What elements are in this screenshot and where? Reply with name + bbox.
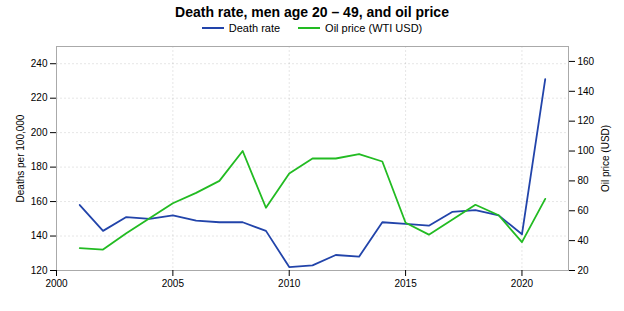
- svg-text:160: 160: [578, 56, 595, 67]
- svg-text:120: 120: [31, 265, 48, 276]
- svg-text:200: 200: [31, 127, 48, 138]
- svg-text:60: 60: [578, 205, 590, 216]
- svg-text:2005: 2005: [162, 278, 185, 289]
- svg-text:140: 140: [31, 230, 48, 241]
- svg-text:2015: 2015: [394, 278, 417, 289]
- svg-text:140: 140: [578, 86, 595, 97]
- svg-text:Oil price (USD): Oil price (USD): [600, 125, 611, 192]
- svg-text:220: 220: [31, 92, 48, 103]
- html-text:Oil price (WTI USD): Oil price (WTI USD): [325, 22, 423, 34]
- svg-text:2010: 2010: [278, 278, 301, 289]
- svg-text:120: 120: [578, 115, 595, 126]
- svg-text:100: 100: [578, 145, 595, 156]
- svg-text:40: 40: [578, 235, 590, 246]
- html-text:Death rate: Death rate: [228, 22, 281, 34]
- svg-text:2000: 2000: [45, 278, 68, 289]
- svg-text:20: 20: [578, 265, 590, 276]
- svg-text:180: 180: [31, 161, 48, 172]
- svg-text:240: 240: [31, 58, 48, 69]
- svg-text:2020: 2020: [511, 278, 534, 289]
- svg-text:Deaths per 100,000: Deaths per 100,000: [15, 114, 26, 202]
- svg-text:160: 160: [31, 196, 48, 207]
- svg-text:80: 80: [578, 175, 590, 186]
- html-text:Death rate, men age 20 – 49, a: Death rate, men age 20 – 49, and oil pri…: [175, 4, 449, 20]
